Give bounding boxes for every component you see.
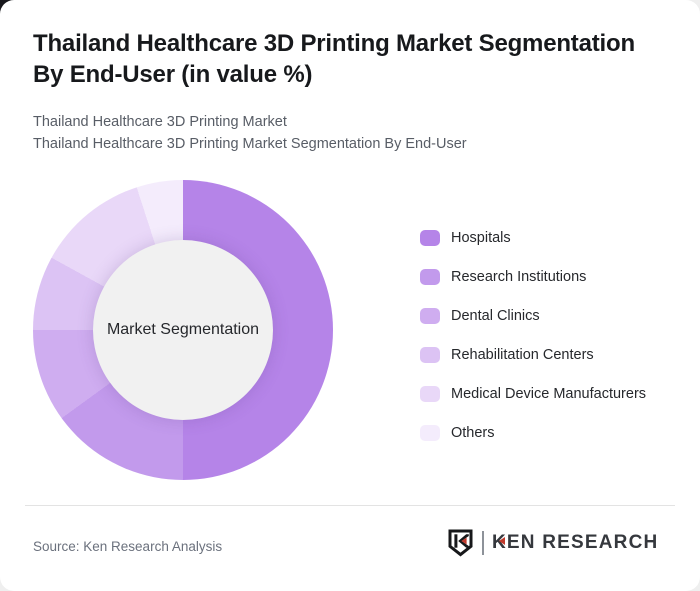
donut-chart: Market Segmentation	[33, 180, 333, 480]
legend-item: Medical Device Manufacturers	[420, 385, 646, 402]
legend-item: Research Institutions	[420, 268, 646, 285]
logo-shield-icon	[447, 528, 474, 558]
page-title-line1: Thailand Healthcare 3D Printing Market S…	[33, 30, 635, 57]
donut-center-label: Market Segmentation	[106, 321, 260, 338]
ken-research-logo: KEN RESEARCH	[447, 527, 658, 559]
legend-swatch	[420, 385, 440, 402]
legend-label: Medical Device Manufacturers	[451, 385, 647, 402]
footer-divider	[25, 505, 675, 506]
source-text: Source: Ken Research Analysis	[33, 539, 223, 554]
logo-separator	[482, 531, 484, 555]
legend-swatch	[420, 424, 440, 441]
legend-swatch	[420, 229, 440, 246]
page-title: Thailand Healthcare 3D Printing Market S…	[33, 28, 683, 90]
legend-label: Others	[451, 424, 495, 441]
subtitle-line-2: Thailand Healthcare 3D Printing Market S…	[33, 135, 467, 152]
donut-hole: Market Segmentation	[93, 240, 273, 420]
legend-label: Dental Clinics	[451, 307, 540, 324]
legend-item: Hospitals	[420, 229, 646, 246]
legend-swatch	[420, 268, 440, 285]
legend-swatch	[420, 346, 440, 363]
legend-label: Research Institutions	[451, 268, 587, 285]
subtitle-line-1: Thailand Healthcare 3D Printing Market	[33, 114, 287, 130]
legend-swatch	[420, 307, 440, 324]
legend-label: Hospitals	[451, 229, 511, 246]
chart-legend: Hospitals Research Institutions Dental Cli…	[420, 229, 646, 441]
legend-label: Rehabilitation Centers	[451, 346, 594, 363]
legend-item: Dental Clinics	[420, 307, 646, 324]
legend-item: Others	[420, 424, 646, 441]
chart-subtitle: Thailand Healthcare 3D Printing Market T…	[33, 112, 673, 155]
legend-item: Rehabilitation Centers	[420, 346, 646, 363]
page-title-line2: By End-User (in value %)	[33, 61, 313, 88]
brand-text: KEN RESEARCH	[492, 532, 659, 553]
